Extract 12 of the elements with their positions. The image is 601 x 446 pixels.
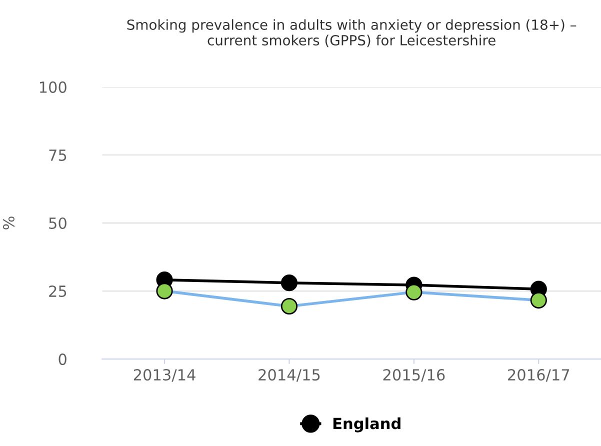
x-tick-label: 2013/14 [134,369,196,382]
y-tick-label: 50 [49,217,66,230]
x-tick-label: 2014/15 [258,369,320,382]
y-tick-label: 75 [49,150,66,162]
chart-title: Smoking prevalence in adults with anxiety or depression (18+) – current smokers (GPPS) for Leicestershire [127,19,576,48]
legend-label: England [333,417,400,432]
y-axis-title: % [2,216,14,230]
y-tick-label: 100 [40,81,66,93]
x-tick-label: 2015/16 [383,369,445,382]
x-tick-label: 2016/17 [508,369,570,382]
y-tick-label: 0 [58,353,66,366]
y-tick-label: 25 [49,285,66,298]
